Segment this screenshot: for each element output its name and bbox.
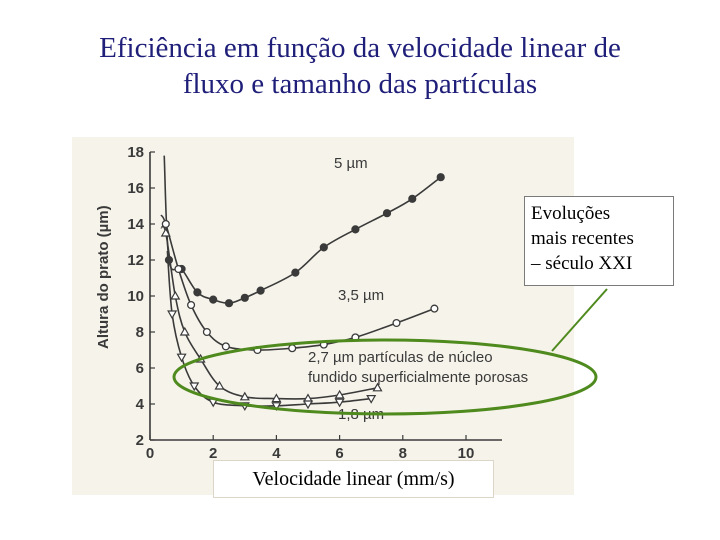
y-tick-label: 2 bbox=[136, 432, 144, 449]
callout-line-1: Evoluções bbox=[531, 203, 611, 224]
data-point bbox=[239, 391, 250, 401]
y-tick-label: 4 bbox=[136, 396, 145, 413]
x-tick-label: 2 bbox=[209, 445, 217, 462]
data-point bbox=[193, 288, 202, 297]
callout-box: Evoluções mais recentes – século XXI bbox=[524, 196, 674, 286]
title-line-2: fluxo e tamanho das partículas bbox=[182, 68, 538, 100]
data-point bbox=[366, 395, 377, 404]
data-point bbox=[291, 268, 300, 277]
y-tick-label: 10 bbox=[127, 288, 144, 305]
data-point bbox=[174, 264, 183, 274]
y-tick-label: 12 bbox=[127, 252, 144, 269]
x-axis-label: Velocidade linear (mm/s) bbox=[213, 460, 494, 498]
data-point bbox=[224, 299, 234, 308]
x-tick-label: 0 bbox=[146, 445, 154, 462]
data-point bbox=[372, 382, 383, 392]
y-tick-label: 6 bbox=[136, 360, 144, 377]
label-3-5um: 3,5 µm bbox=[338, 287, 384, 304]
data-point bbox=[176, 353, 187, 363]
data-point bbox=[240, 293, 249, 302]
data-point bbox=[334, 389, 345, 399]
highlight-group bbox=[172, 288, 608, 416]
data-point bbox=[271, 402, 282, 412]
series-line bbox=[163, 155, 442, 305]
data-point bbox=[189, 382, 200, 392]
data-point bbox=[392, 318, 401, 328]
data-point bbox=[334, 398, 345, 408]
scanned-figure-background bbox=[72, 137, 574, 495]
data-point bbox=[167, 310, 178, 320]
series-line bbox=[160, 214, 435, 351]
y-tick-label: 14 bbox=[127, 216, 144, 233]
y-tick-label: 18 bbox=[127, 144, 144, 161]
data-point bbox=[408, 194, 417, 203]
data-point bbox=[288, 344, 297, 353]
title-line-1: Eficiência em função da velocidade linea… bbox=[99, 32, 621, 64]
data-point bbox=[256, 286, 265, 295]
data-point bbox=[164, 255, 174, 265]
data-point bbox=[209, 295, 218, 304]
callout-line-2: mais recentes bbox=[531, 228, 634, 249]
x-tick-label: 10 bbox=[458, 445, 475, 462]
data-point bbox=[202, 327, 211, 337]
y-tick-label: 16 bbox=[127, 180, 144, 197]
data-point bbox=[161, 219, 170, 229]
data-point bbox=[302, 400, 314, 410]
data-point bbox=[187, 300, 196, 310]
data-point bbox=[160, 227, 171, 237]
data-point bbox=[319, 243, 328, 252]
data-point bbox=[221, 342, 230, 351]
data-point bbox=[170, 290, 181, 300]
highlight-ellipse bbox=[172, 338, 598, 416]
data-point bbox=[179, 326, 190, 336]
data-point bbox=[436, 173, 445, 182]
label-5um: 5 µm bbox=[334, 155, 368, 172]
callout-line-3: – século XXI bbox=[531, 253, 633, 274]
callout-pointer bbox=[551, 288, 608, 352]
data-point bbox=[382, 209, 392, 218]
y-tick-label: 8 bbox=[136, 324, 144, 341]
data-point bbox=[214, 380, 225, 390]
x-tick-label: 8 bbox=[399, 445, 407, 462]
data-point bbox=[271, 393, 282, 403]
series-line bbox=[166, 250, 372, 407]
data-point bbox=[351, 225, 360, 234]
data-point bbox=[430, 304, 439, 313]
x-tick-label: 4 bbox=[272, 445, 281, 462]
slide-title: Eficiência em função da velocidade linea… bbox=[40, 30, 680, 102]
y-axis-label: Altura do prato (µm) bbox=[95, 205, 112, 349]
label-2-7um-line2: fundido superficialmente porosas bbox=[308, 369, 528, 386]
label-2-7um-line1: 2,7 µm partículas de núcleo bbox=[308, 349, 493, 366]
x-tick-label: 6 bbox=[335, 445, 343, 462]
